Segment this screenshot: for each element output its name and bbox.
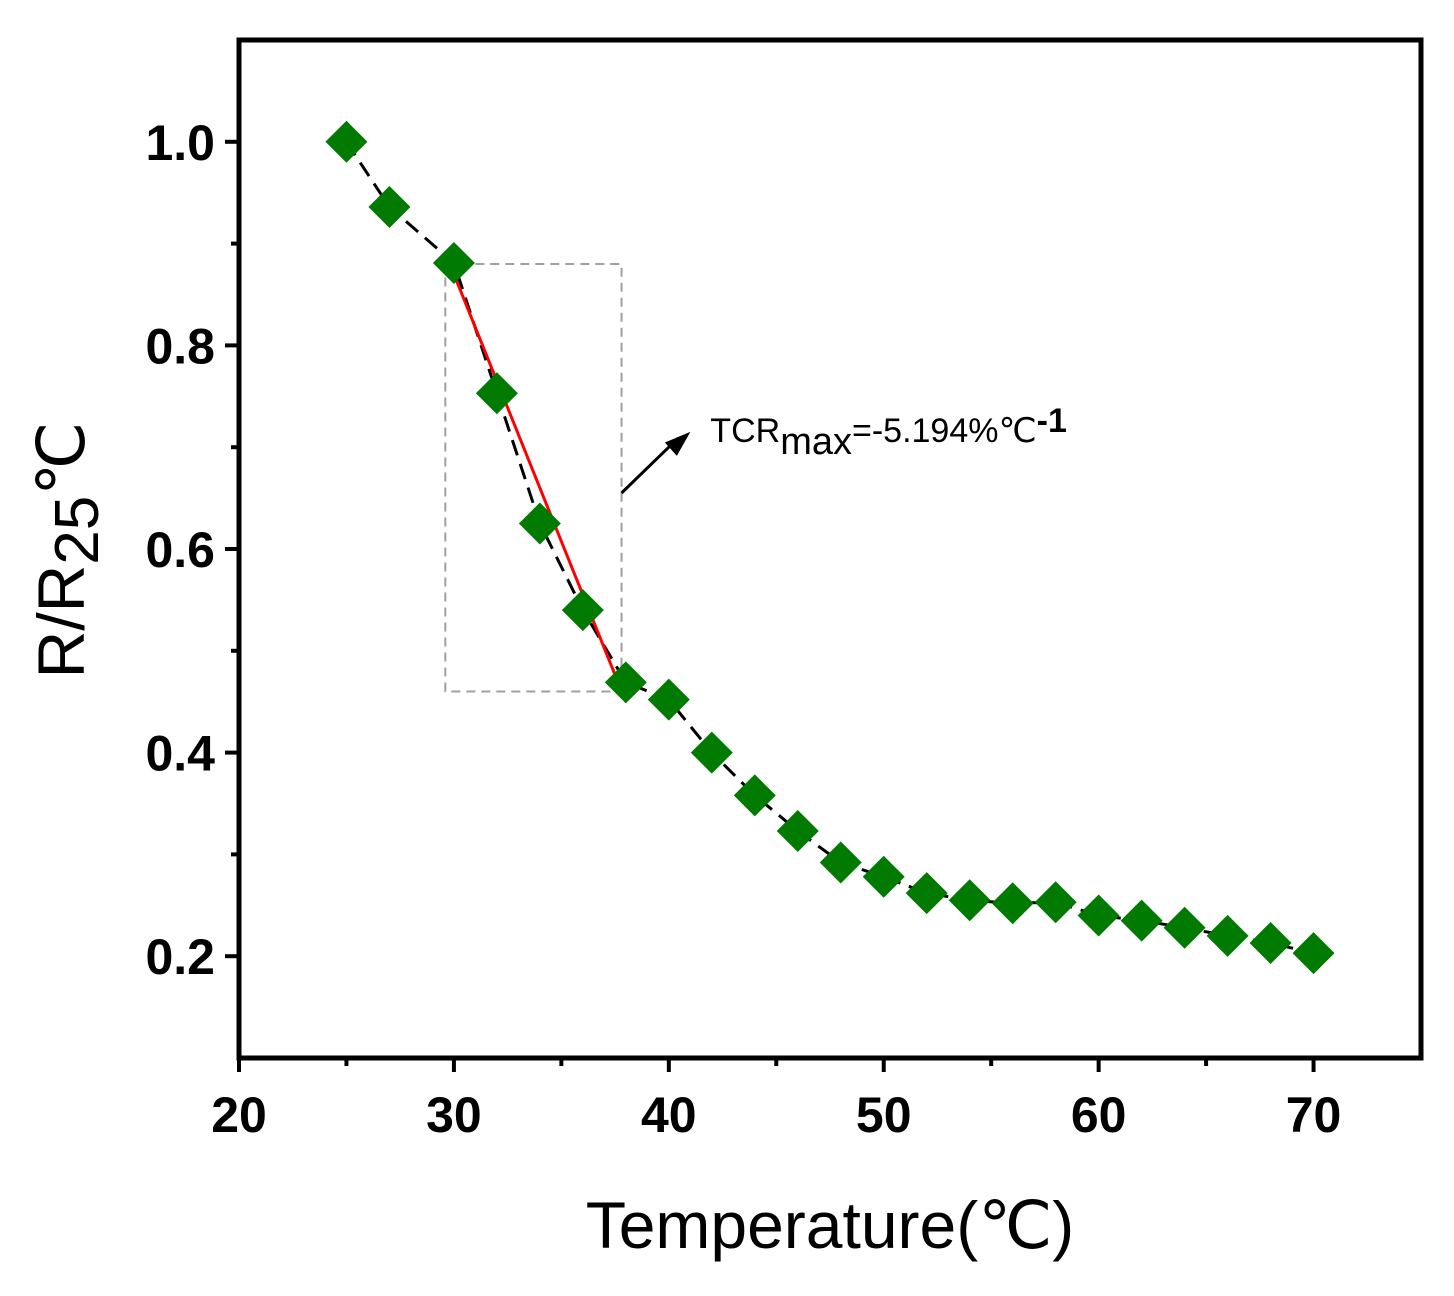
data-points-layer xyxy=(325,120,1335,975)
annotation-subscript: max xyxy=(780,421,852,463)
y-tick-label-0: 0.2 xyxy=(145,929,215,985)
y-tick-label-3: 0.8 xyxy=(145,318,215,374)
y-axis-title-main: R/R xyxy=(24,565,98,679)
y-axis-title: R/R25℃ xyxy=(24,422,112,679)
fit-line xyxy=(452,273,628,703)
data-point-13 xyxy=(905,872,948,915)
data-point-10 xyxy=(776,809,819,852)
data-point-12 xyxy=(862,855,905,898)
data-point-4 xyxy=(518,502,561,545)
y-axis-title-sub: 25 xyxy=(43,496,112,565)
data-point-5 xyxy=(561,589,604,632)
data-point-1 xyxy=(368,185,411,228)
data-point-19 xyxy=(1163,906,1206,949)
x-tick-label-0: 20 xyxy=(211,1087,267,1143)
data-point-18 xyxy=(1120,899,1163,942)
highlight-box-layer xyxy=(444,262,623,693)
annotation-arrow-head xyxy=(664,431,691,456)
data-point-3 xyxy=(475,372,518,415)
annotation-text: TCRmax=-5.194%℃-1 xyxy=(710,402,1067,463)
data-point-7 xyxy=(647,678,690,721)
data-point-11 xyxy=(819,841,862,884)
data-point-6 xyxy=(604,661,647,704)
plot-frame xyxy=(236,37,1424,1061)
annotation-prefix: TCR xyxy=(710,412,780,450)
data-point-9 xyxy=(733,774,776,817)
data-point-14 xyxy=(948,879,991,922)
data-point-8 xyxy=(690,731,733,774)
data-point-20 xyxy=(1206,914,1249,957)
data-point-17 xyxy=(1077,894,1120,937)
data-point-16 xyxy=(1034,881,1077,924)
x-tick-label-3: 50 xyxy=(856,1087,912,1143)
annotation-value: =-5.194%℃ xyxy=(852,412,1037,450)
data-point-21 xyxy=(1249,921,1292,964)
highlight-box xyxy=(444,262,623,693)
y-tick-label-1: 0.4 xyxy=(145,726,215,782)
y-tick-label-2: 0.6 xyxy=(145,522,215,578)
y-axis-title-tail: ℃ xyxy=(24,422,98,496)
x-tick-label-5: 70 xyxy=(1286,1087,1342,1143)
y-tick-label-4: 1.0 xyxy=(145,115,215,171)
fit-line-layer xyxy=(452,273,628,703)
data-point-22 xyxy=(1292,932,1335,975)
data-point-2 xyxy=(432,241,475,284)
data-point-15 xyxy=(991,882,1034,925)
annotation-superscript: -1 xyxy=(1037,402,1067,440)
x-axis-title: Temperature(℃) xyxy=(586,1188,1075,1262)
ticks-layer: 20 30 40 50 60 70 0.2 0.4 0.6 0.8 1.0 xyxy=(145,115,1341,1143)
x-tick-label-1: 30 xyxy=(426,1087,482,1143)
x-tick-label-4: 60 xyxy=(1071,1087,1127,1143)
annotation-layer: TCRmax=-5.194%℃-1 xyxy=(620,402,1067,495)
annotation-arrow-shaft xyxy=(620,436,680,495)
x-tick-label-2: 40 xyxy=(641,1087,697,1143)
data-point-0 xyxy=(325,120,368,163)
